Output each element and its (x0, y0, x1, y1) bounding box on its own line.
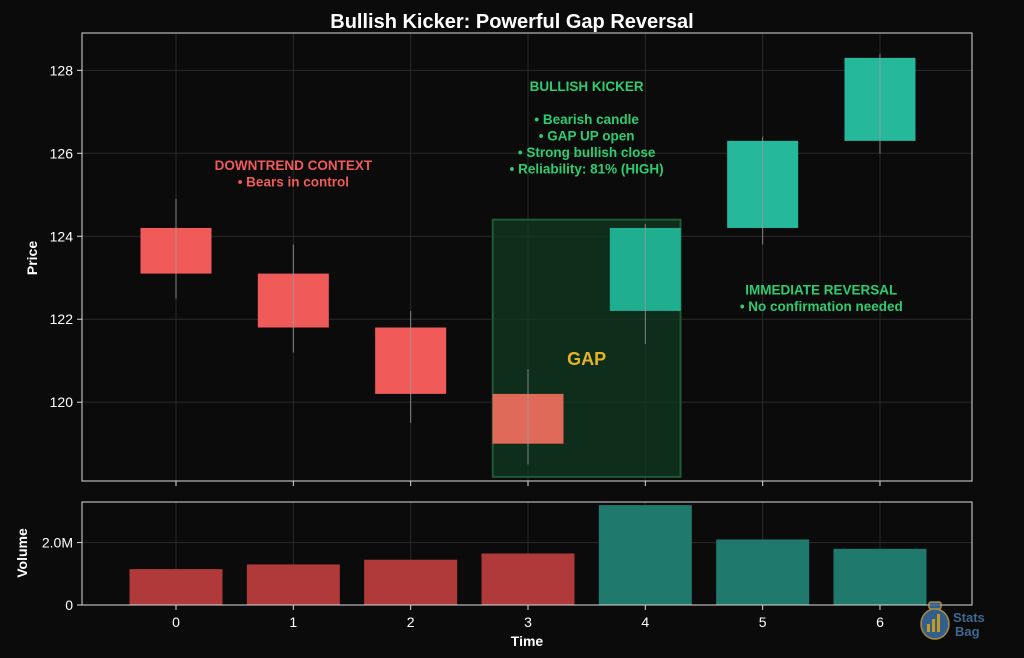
price-tick-label: 124 (50, 228, 74, 244)
candlesticks (140, 53, 916, 465)
annotation-text: • Bearish candle (534, 112, 639, 127)
price-tick-label: 128 (50, 62, 74, 78)
price-tick-label: 122 (50, 311, 74, 327)
volume-bar-2 (364, 559, 458, 605)
price-tick-label: 120 (50, 394, 74, 410)
x-axis: 0 1 2 3 4 5 6 (172, 481, 884, 630)
annotation-text: DOWNTREND CONTEXT (215, 158, 373, 173)
x-tick-label: 5 (759, 614, 767, 630)
x-tick-label: 2 (407, 614, 415, 630)
volume-bar-1 (246, 564, 340, 605)
gap-label: GAP (567, 349, 606, 369)
annotation-text: • Bears in control (238, 174, 349, 189)
x-tick-label: 4 (641, 614, 649, 630)
volume-bar-5 (716, 539, 810, 605)
x-tick-label: 1 (289, 614, 297, 630)
annotation-text: IMMEDIATE REVERSAL (745, 282, 897, 297)
volume-bar-0 (129, 569, 223, 605)
volume-tick-label: 0 (65, 597, 73, 613)
price-plot-frame (81, 32, 973, 482)
annotation-text: BULLISH KICKER (530, 79, 644, 94)
watermark: Stats Bag (920, 601, 985, 640)
annotation-text: • No confirmation needed (740, 299, 903, 314)
volume-bar-6 (833, 548, 927, 605)
volume-tick-label: 2.0M (42, 535, 73, 551)
watermark-line1: Stats (953, 610, 985, 625)
x-tick-label: 3 (524, 614, 532, 630)
chart-title: Bullish Kicker: Powerful Gap Reversal (330, 11, 693, 33)
annotations: DOWNTREND CONTEXT• Bears in control BULLI… (215, 79, 903, 314)
money-bag-icon (920, 601, 950, 640)
volume-plot-frame (81, 501, 973, 606)
price-axis-label: Price (24, 241, 40, 275)
volume-bar-4 (598, 505, 692, 605)
price-y-axis: 120 122 124 126 128 (50, 62, 82, 410)
watermark-line2: Bag (955, 624, 980, 639)
volume-axis-label: Volume (14, 528, 30, 578)
annotation-text: • Strong bullish close (518, 145, 656, 160)
annotation-text: • Reliability: 81% (HIGH) (510, 162, 664, 177)
annotation-text: • GAP UP open (539, 129, 635, 144)
volume-bar-3 (481, 553, 575, 605)
x-axis-label: Time (511, 633, 544, 649)
x-tick-label: 0 (172, 614, 180, 630)
price-tick-label: 126 (50, 145, 74, 161)
volume-bars (129, 505, 927, 605)
x-tick-label: 6 (876, 614, 884, 630)
volume-y-axis: 0 2.0M (42, 535, 82, 613)
